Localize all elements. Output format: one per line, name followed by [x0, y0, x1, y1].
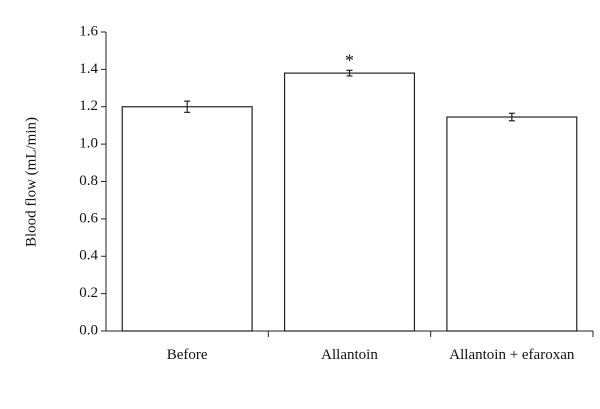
- error-bar: [184, 100, 191, 113]
- x-tick-label: Allantoin + efaroxan: [449, 347, 575, 363]
- error-bar: [346, 69, 353, 77]
- bar: [121, 106, 253, 332]
- y-tick-label: 1.0: [79, 136, 98, 152]
- y-tick-label: 0.0: [79, 322, 98, 338]
- y-tick-label: 0.6: [79, 210, 98, 226]
- y-tick-label: 0.8: [79, 173, 98, 189]
- y-tick-label: 1.6: [79, 23, 98, 39]
- x-tick-label: Before: [166, 347, 208, 363]
- x-tick-label: Allantoin: [321, 347, 378, 363]
- bar: [283, 72, 416, 332]
- y-tick-label: 0.2: [79, 285, 98, 301]
- error-bar: [508, 112, 515, 122]
- y-tick-label: 0.4: [79, 248, 98, 264]
- y-tick-label: 1.4: [79, 61, 98, 77]
- y-tick-label: 1.2: [79, 98, 98, 114]
- y-axis-label: Blood flow (mL/min): [23, 117, 39, 247]
- annotation: *: [345, 50, 354, 70]
- bar: [446, 116, 578, 332]
